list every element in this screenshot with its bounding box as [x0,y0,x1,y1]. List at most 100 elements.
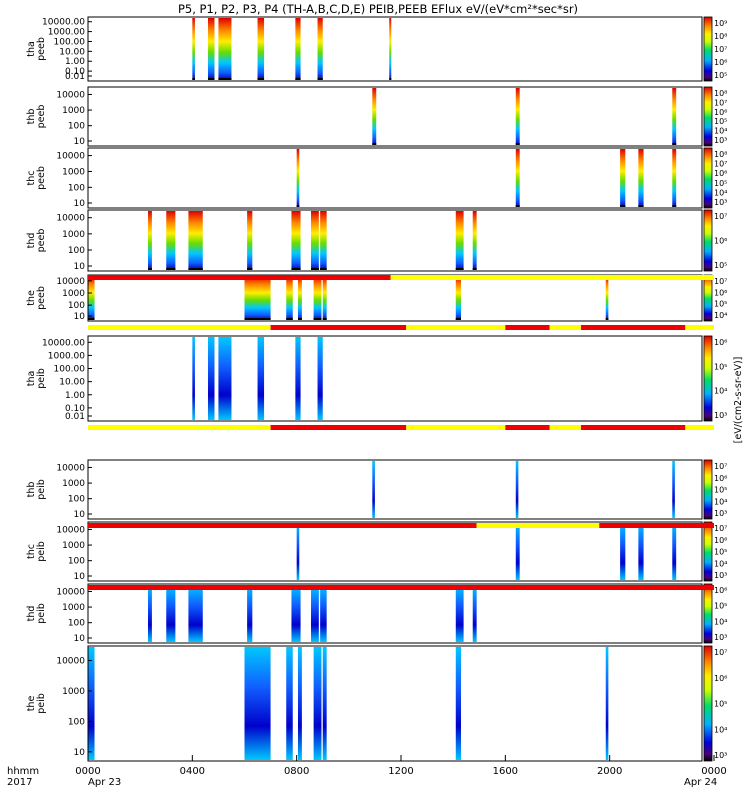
colorbar-tick-label: 10⁷ [714,212,727,221]
spectrogram-burst [515,88,520,145]
mode-bar-segment [390,275,714,280]
y-label-probe: thd [26,606,37,622]
colorbar-title: [eV/(cm2-s-sr-eV)] [733,357,744,444]
y-tick-label: 0.01 [65,412,85,422]
mode-bar-segment [580,425,686,430]
y-tick-label: 1000 [62,479,85,489]
y-tick-label: 10 [74,312,86,322]
spectrogram-burst [322,647,327,760]
spectrogram-floor [188,268,203,270]
mode-bar-segment [599,523,714,528]
mode-bar-segment [88,523,477,528]
mode-bar-segment [270,425,407,430]
spectrogram-burst [88,647,95,760]
spectrogram-floor [320,268,327,270]
x-tick-label: 0000 [75,766,100,777]
y-tick-label: 100 [68,246,85,256]
spectrogram-burst [311,585,319,642]
y-tick-label: 1000 [62,289,85,299]
colorbar [703,147,713,209]
spectrogram-burst [166,585,176,642]
panels: 10000.001000.00100.0010.001.000.100.01th… [26,16,727,762]
mode-bar-segment [476,523,600,528]
y-label-probe: thc [26,171,37,186]
spectrogram-burst [638,149,644,207]
colorbar-tick-label: 10⁴ [714,559,727,568]
spectrogram-burst [286,647,293,760]
colorbar-tick-label: 10³ [714,198,727,207]
colorbar-tick-label: 10⁷ [714,98,727,107]
mode-bar-segment [685,325,714,330]
colorbar [703,521,713,582]
spectrogram-floor [322,318,327,320]
colorbar-tick-label: 10⁵ [714,300,727,309]
time-axis-label-year: 2017 [7,777,32,788]
spectrogram-burst [147,211,152,270]
colorbar [703,274,713,322]
spectrogram-burst [257,18,265,80]
y-label-probe: tha [26,41,37,57]
spectrogram-floor [317,78,323,80]
y-tick-label: 1000 [62,167,85,177]
spectrogram-floor [257,78,265,80]
spectrogram-burst [166,211,176,270]
spectrogram-burst [244,276,271,320]
panel-tha-peib: 10000.00 1000.00 100.00 10.00 1.00 0.100.01 th… [26,335,727,422]
mode-bar [88,523,714,528]
panel-frame [87,86,703,147]
spectrogram-floor [311,268,319,270]
y-tick-label: 10000 [56,90,85,100]
spectrogram-burst [455,211,464,270]
y-tick-label: 100 [68,122,85,132]
y-label-instrument: peib [36,603,47,624]
colorbar-tick-label: 10⁵ [714,71,727,80]
colorbar-tick-label: 10³ [714,751,727,760]
spectrogram-burst [218,18,232,80]
spectrogram-burst [311,211,319,270]
y-tick-label: 10.00 [59,378,85,388]
spectrogram-burst [188,585,203,642]
colorbar-tick-label: 10⁷ [714,524,727,533]
spectrogram-burst [244,647,271,760]
spectrogram-burst [317,337,323,420]
spectrogram-floor [297,318,302,320]
colorbar [703,209,713,272]
colorbar-tick-label: 10⁸ [714,150,727,159]
spectrogram-floor [515,143,520,145]
spectrogram-floor [166,268,176,270]
colorbar-tick-label: 10³ [714,571,727,580]
spectrogram-burst [147,585,152,642]
y-tick-label: 0.10 [65,404,85,414]
x-tick-label: 1200 [388,766,413,777]
x-tick-label: 2000 [597,766,622,777]
spectrogram-burst [515,523,520,580]
mode-bar-segment [88,275,391,280]
spectrogram-burst [672,149,677,207]
y-tick-label: 10000 [56,152,85,162]
spectrogram-burst [291,211,301,270]
mode-bar [88,325,714,330]
spectrogram-floor [515,205,520,207]
spectrogram-burst [620,523,626,580]
y-label-probe: thb [26,109,37,125]
spectrogram-burst [291,585,301,642]
spectrogram-burst [672,461,675,518]
panel-frame [87,147,703,209]
y-label-probe: thc [26,544,37,559]
colorbar-tick-label: 10³ [714,411,727,420]
spectrogram-floor [88,318,95,320]
spectrogram-floor [218,78,232,80]
spectrogram-floor [147,268,152,270]
colorbar-units-label: [eV/(cm2-s-sr-eV)] [733,357,744,444]
colorbar [703,645,713,762]
colorbar-tick-label: 10⁴ [714,127,727,136]
y-tick-label: 1.00 [65,391,85,401]
spectrogram-burst [297,647,302,760]
spectrogram-burst [313,647,322,760]
colorbar-tick-label: 10⁶ [714,58,727,67]
y-tick-label: 10 [74,199,86,209]
plot-title: P5, P1, P2, P3, P4 (TH-A,B,C,D,E) PEIB,P… [178,2,578,16]
